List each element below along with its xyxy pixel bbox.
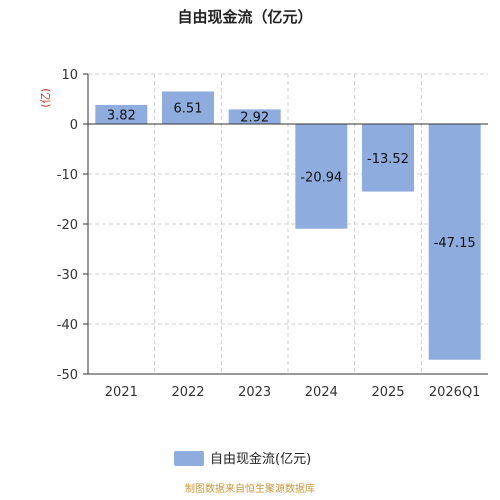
y-tick-label: -40 bbox=[57, 318, 78, 333]
y-tick-label: 10 bbox=[61, 68, 78, 83]
data-label-2025: -13.52 bbox=[367, 152, 409, 167]
legend-swatch bbox=[174, 451, 204, 466]
bar-2023[interactable] bbox=[228, 109, 281, 124]
bar-2022[interactable] bbox=[162, 91, 214, 124]
bar-2026Q1[interactable] bbox=[428, 124, 481, 360]
source-note: 制图数据来自恒生聚源数据库 bbox=[185, 482, 315, 495]
legend[interactable]: 自由现金流(亿元) bbox=[174, 451, 311, 467]
y-tick-label: -50 bbox=[57, 368, 78, 383]
data-labels-layer: 3.82 6.51 2.92 -20.94 -13.52 -47.15 bbox=[107, 102, 476, 251]
bar-2024[interactable] bbox=[295, 124, 348, 229]
x-tick-label: 2026Q1 bbox=[429, 385, 481, 400]
legend-label: 自由现金流(亿元) bbox=[210, 451, 311, 467]
x-tick-label: 2024 bbox=[305, 385, 338, 400]
data-label-2021: 3.82 bbox=[107, 108, 136, 123]
y-tick-label: 0 bbox=[70, 118, 78, 133]
bar-2021[interactable] bbox=[95, 104, 148, 124]
data-label-2023: 2.92 bbox=[240, 111, 269, 126]
bars-layer bbox=[95, 91, 481, 360]
y-tick-label: -20 bbox=[57, 218, 78, 233]
data-label-2026Q1: -47.15 bbox=[434, 236, 476, 251]
y-axis-unit-label: (亿) bbox=[39, 88, 52, 108]
x-tick-label: 2022 bbox=[171, 385, 204, 400]
x-tick-label: 2021 bbox=[105, 385, 138, 400]
data-label-2024: -20.94 bbox=[300, 170, 342, 185]
y-tick-label: -30 bbox=[57, 268, 78, 283]
grid-layer bbox=[88, 73, 488, 375]
bar-2025[interactable] bbox=[362, 124, 414, 192]
chart-title: 自由现金流（亿元） bbox=[177, 8, 312, 26]
axis-layer: 10 0 -10 -20 -30 -40 -50 2021 2022 2023 2024 2025 20… bbox=[57, 68, 488, 400]
x-tick-label: 2025 bbox=[371, 385, 404, 400]
y-tick-label: -10 bbox=[57, 168, 78, 183]
x-tick-label: 2023 bbox=[238, 385, 271, 400]
data-label-2022: 6.51 bbox=[174, 102, 203, 117]
